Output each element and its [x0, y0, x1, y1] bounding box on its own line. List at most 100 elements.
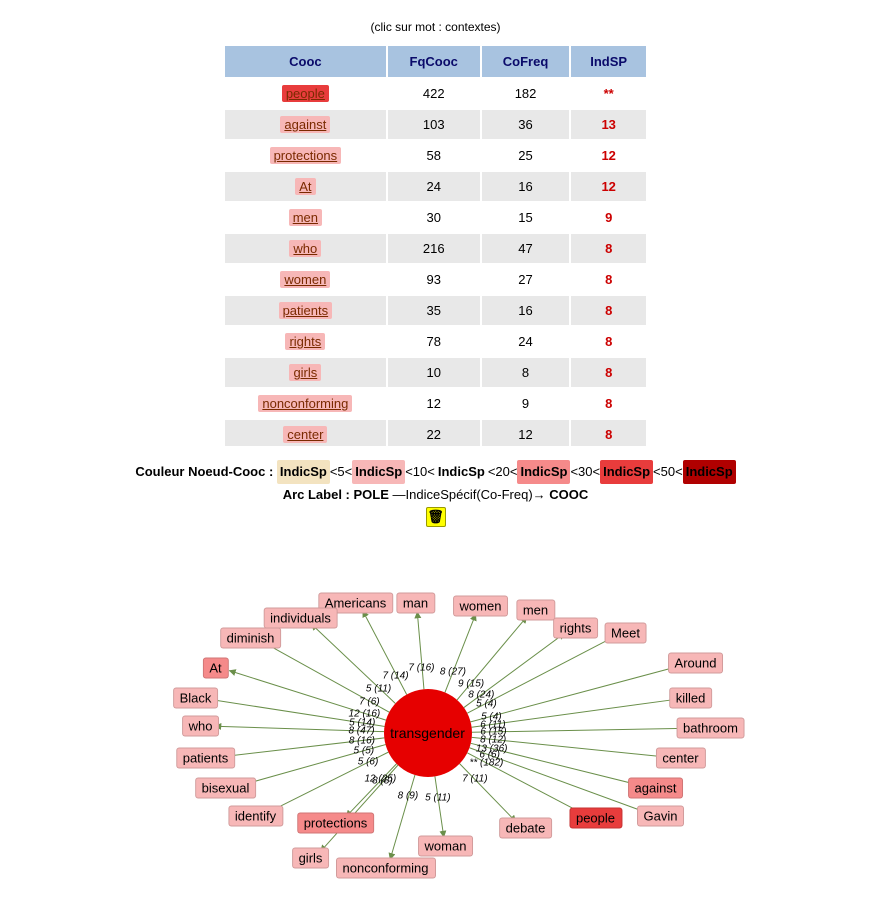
cell-cooc: At — [224, 171, 387, 202]
cell-cofreq: 47 — [481, 233, 571, 264]
cell-cooc: nonconforming — [224, 388, 387, 419]
legend-color-prefix: Couleur Noeud-Cooc : — [135, 464, 277, 479]
legend-block: Couleur Noeud-Cooc : IndicSp<5<IndicSp<1… — [0, 460, 871, 528]
cell-indsp: 12 — [570, 140, 647, 171]
cooc-word-link[interactable]: rights — [285, 333, 325, 350]
graph-node[interactable]: rights — [553, 618, 599, 639]
cell-cofreq: 16 — [481, 295, 571, 326]
graph-node[interactable]: woman — [418, 836, 474, 857]
legend-chip: IndicSp — [600, 460, 653, 484]
cell-fqcooc: 35 — [387, 295, 481, 326]
legend-color-line: Couleur Noeud-Cooc : IndicSp<5<IndicSp<1… — [0, 460, 871, 484]
graph-node[interactable]: At — [202, 658, 228, 679]
cell-indsp: 8 — [570, 233, 647, 264]
graph-node[interactable]: against — [628, 778, 684, 799]
legend-chip: IndicSp — [435, 460, 488, 484]
legend-chip: IndicSp — [683, 460, 736, 484]
cell-cofreq: 15 — [481, 202, 571, 233]
graph-node[interactable]: bisexual — [195, 778, 257, 799]
cooc-word-link[interactable]: center — [283, 426, 327, 443]
graph-pole[interactable]: transgender — [384, 689, 472, 777]
cooc-word-link[interactable]: girls — [289, 364, 321, 381]
graph-node[interactable]: nonconforming — [336, 858, 436, 879]
legend-arc-prefix: Arc Label : — [283, 487, 354, 502]
cell-cooc: women — [224, 264, 387, 295]
cell-cooc: men — [224, 202, 387, 233]
graph-node[interactable]: killed — [669, 688, 713, 709]
legend-arc-connector: —IndiceSpécif(Co-Freq)→ — [393, 487, 546, 502]
cell-fqcooc: 78 — [387, 326, 481, 357]
cell-cooc: girls — [224, 357, 387, 388]
cooc-word-link[interactable]: men — [289, 209, 322, 226]
graph-node[interactable]: who — [182, 716, 220, 737]
cell-fqcooc: 24 — [387, 171, 481, 202]
table-row: At 241612 — [224, 171, 647, 202]
cell-fqcooc: 422 — [387, 78, 481, 109]
table-row: girls1088 — [224, 357, 647, 388]
graph-node[interactable]: protections — [297, 813, 375, 834]
cell-fqcooc: 103 — [387, 109, 481, 140]
cell-cofreq: 27 — [481, 264, 571, 295]
graph-node[interactable]: people — [569, 808, 622, 829]
cell-cofreq: 12 — [481, 419, 571, 446]
legend-arc-cooc: COOC — [549, 487, 588, 502]
cell-fqcooc: 93 — [387, 264, 481, 295]
cell-fqcooc: 12 — [387, 388, 481, 419]
graph-node[interactable]: center — [655, 748, 705, 769]
table-caption: (clic sur mot : contextes) — [0, 20, 871, 34]
graph-node[interactable]: man — [396, 593, 435, 614]
graph-node[interactable]: Meet — [604, 623, 647, 644]
cooc-word-link[interactable]: nonconforming — [258, 395, 352, 412]
cell-cofreq: 8 — [481, 357, 571, 388]
cell-cofreq: 182 — [481, 78, 571, 109]
graph-node[interactable]: diminish — [220, 628, 282, 649]
cell-cofreq: 16 — [481, 171, 571, 202]
col-indsp: IndSP — [570, 45, 647, 78]
trash-icon[interactable]: 🗑 — [426, 507, 446, 527]
graph-node[interactable]: Gavin — [637, 806, 685, 827]
cell-indsp: 8 — [570, 326, 647, 357]
cell-cofreq: 36 — [481, 109, 571, 140]
cell-cooc: center — [224, 419, 387, 446]
legend-chip: IndicSp — [352, 460, 405, 484]
legend-sep: <30< — [570, 464, 600, 479]
legend-arc-line: Arc Label : POLE —IndiceSpécif(Co-Freq)→… — [0, 484, 871, 506]
cooc-word-link[interactable]: against — [280, 116, 330, 133]
graph-node[interactable]: identify — [228, 806, 283, 827]
table-row: against1033613 — [224, 109, 647, 140]
col-fqcooc: FqCooc — [387, 45, 481, 78]
cell-cofreq: 9 — [481, 388, 571, 419]
graph-node[interactable]: men — [516, 600, 555, 621]
col-cofreq: CoFreq — [481, 45, 571, 78]
cooc-word-link[interactable]: who — [289, 240, 321, 257]
table-header-row: Cooc FqCooc CoFreq IndSP — [224, 45, 647, 78]
cooc-word-link[interactable]: people — [282, 85, 329, 102]
graph-node[interactable]: Around — [668, 653, 724, 674]
graph-node[interactable]: girls — [292, 848, 330, 869]
cooc-word-link[interactable]: protections — [270, 147, 342, 164]
graph-node[interactable]: Black — [173, 688, 219, 709]
table-row: center22128 — [224, 419, 647, 446]
cooc-word-link[interactable]: At — [295, 178, 315, 195]
col-cooc: Cooc — [224, 45, 387, 78]
graph-node[interactable]: patients — [176, 748, 236, 769]
graph-node[interactable]: individuals — [263, 608, 338, 629]
cell-indsp: 8 — [570, 264, 647, 295]
cell-cooc: patients — [224, 295, 387, 326]
cell-cofreq: 25 — [481, 140, 571, 171]
graph-node[interactable]: women — [453, 596, 509, 617]
legend-sep: <20< — [488, 464, 518, 479]
cooc-word-link[interactable]: women — [280, 271, 330, 288]
cooc-graph: 7 (14)Americans7 (16)man8 (27)women9 (15… — [86, 578, 786, 888]
graph-node[interactable]: debate — [499, 818, 553, 839]
cell-cooc: protections — [224, 140, 387, 171]
graph-node[interactable]: bathroom — [676, 718, 745, 739]
table-row: rights 78248 — [224, 326, 647, 357]
cooc-word-link[interactable]: patients — [279, 302, 333, 319]
cell-indsp: 9 — [570, 202, 647, 233]
cell-cofreq: 24 — [481, 326, 571, 357]
legend-arc-pole: POLE — [353, 487, 388, 502]
cell-indsp: 12 — [570, 171, 647, 202]
table-row: men30159 — [224, 202, 647, 233]
table-row: people422182** — [224, 78, 647, 109]
